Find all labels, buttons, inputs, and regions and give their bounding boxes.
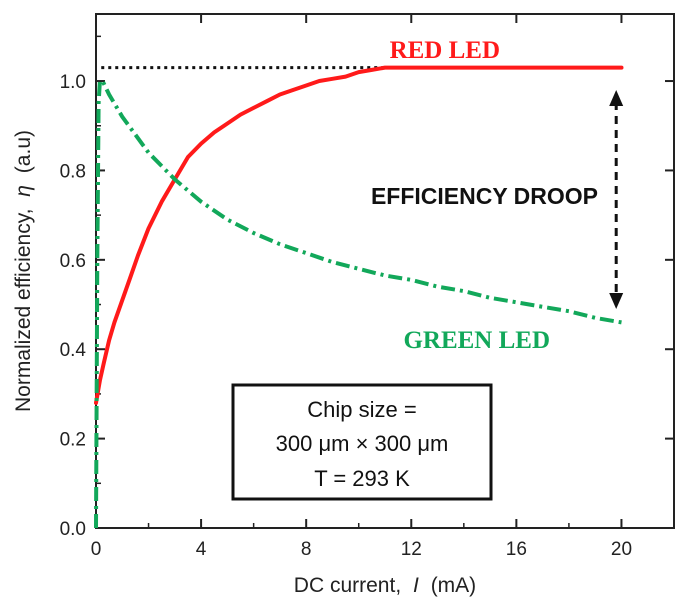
y-tick-label: 0.6: [60, 251, 86, 272]
x-axis-title: DC current, I (mA): [294, 574, 476, 597]
y-tick-label: 0.8: [60, 161, 86, 182]
x-axis-title-text: DC current,: [294, 574, 401, 597]
x-axis-unit: (mA): [431, 574, 477, 597]
efficiency-droop-label: EFFICIENCY DROOP: [371, 183, 598, 209]
green-led-label: GREEN LED: [403, 327, 550, 354]
info-chip-size-line: Chip size =: [307, 397, 416, 422]
info-dimensions-line: 300 μm × 300 μm: [276, 431, 449, 456]
series-line-red-led: [94, 65, 624, 405]
x-tick-label: 20: [611, 539, 632, 560]
x-axis-variable: I: [413, 574, 419, 597]
x-tick-label: 12: [401, 539, 422, 560]
red-led-label: RED LED: [390, 37, 500, 64]
x-tick-label: 0: [91, 539, 102, 560]
y-axis-title: Normalized efficiency, η (a.u): [12, 130, 35, 412]
x-tick-label: 4: [196, 539, 207, 560]
y-tick-label: 1.0: [60, 72, 86, 93]
y-axis-unit: (a.u): [12, 130, 35, 173]
y-tick-label: 0.4: [60, 340, 87, 361]
info-box: [231, 383, 493, 501]
y-tick-label: 0.2: [60, 430, 86, 451]
x-tick-label: 16: [506, 539, 527, 560]
info-temperature-line: T = 293 K: [314, 466, 410, 491]
droop-arrow-head-top: [609, 89, 624, 106]
x-tick-label: 8: [301, 539, 312, 560]
axis-ticks: 0 4 8 12 16 20 0.0 0.2 0.4 0.6 0.8 1.0: [60, 14, 675, 560]
series-line-green-led: [94, 79, 622, 529]
droop-arrow-head-bottom: [609, 292, 624, 309]
y-axis-variable: η: [12, 185, 35, 197]
y-axis-title-text: Normalized efficiency,: [12, 209, 35, 412]
y-tick-label: 0.0: [60, 519, 86, 540]
